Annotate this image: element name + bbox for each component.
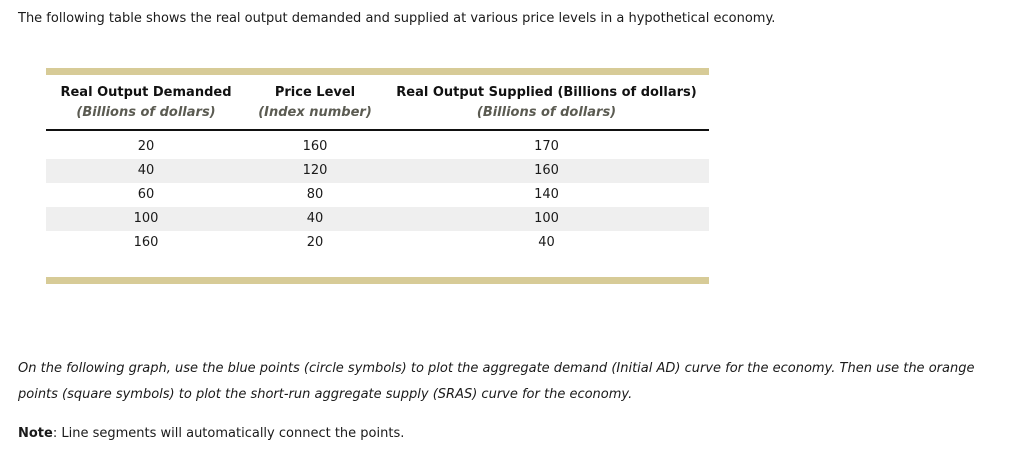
table-cell: 80 bbox=[306, 187, 324, 202]
intro-text: The following table shows the real outpu… bbox=[18, 11, 776, 26]
table-bottom-accent-bar bbox=[46, 277, 709, 284]
table-row: 40 120 160 bbox=[46, 159, 709, 183]
table-cell: 40 bbox=[137, 163, 155, 178]
table-cell: 100 bbox=[534, 211, 559, 226]
table-cell: 140 bbox=[534, 187, 559, 202]
table-row: 100 40 100 bbox=[46, 207, 709, 231]
column-subtitle: (Billions of dollars) bbox=[76, 105, 216, 120]
table-header-row: Real Output Demanded (Billions of dollar… bbox=[46, 75, 709, 131]
column-header-price-level: Price Level (Index number) bbox=[246, 83, 384, 123]
note-text: : Line segments will automatically conne… bbox=[52, 426, 405, 441]
column-header-real-output-supplied: Real Output Supplied (Billions of dollar… bbox=[384, 83, 709, 123]
note-line: Note: Line segments will automatically c… bbox=[18, 426, 404, 442]
table-row: 160 20 40 bbox=[46, 231, 709, 255]
column-title: Price Level bbox=[274, 85, 356, 100]
table-top-accent-bar bbox=[46, 68, 709, 75]
table-cell: 60 bbox=[137, 187, 155, 202]
table-row: 20 160 170 bbox=[46, 135, 709, 159]
column-subtitle: (Index number) bbox=[258, 105, 372, 120]
table-cell: 160 bbox=[534, 163, 559, 178]
table-cell: 40 bbox=[538, 235, 555, 250]
graph-instructions-text: On the following graph, use the blue poi… bbox=[18, 361, 975, 402]
column-subtitle: (Billions of dollars) bbox=[476, 105, 617, 120]
note-label: Note bbox=[18, 426, 53, 441]
table-cell: 160 bbox=[133, 235, 159, 250]
price-output-table: Real Output Demanded (Billions of dollar… bbox=[46, 68, 709, 284]
table-cell: 160 bbox=[302, 139, 328, 154]
column-title: Real Output Supplied (Billions of dollar… bbox=[396, 85, 697, 100]
table-cell: 40 bbox=[306, 211, 324, 226]
table-cell: 20 bbox=[306, 235, 324, 250]
table-cell: 120 bbox=[302, 163, 328, 178]
table-cell: 20 bbox=[137, 139, 155, 154]
column-title: Real Output Demanded bbox=[60, 85, 232, 100]
table-cell: 100 bbox=[133, 211, 159, 226]
table-row: 60 80 140 bbox=[46, 183, 709, 207]
column-header-real-output-demanded: Real Output Demanded (Billions of dollar… bbox=[46, 83, 246, 123]
table-footer-spacer bbox=[46, 255, 709, 277]
table-cell: 170 bbox=[534, 139, 559, 154]
table-body: 20 160 170 40 120 160 60 80 140 100 40 1… bbox=[46, 131, 709, 255]
